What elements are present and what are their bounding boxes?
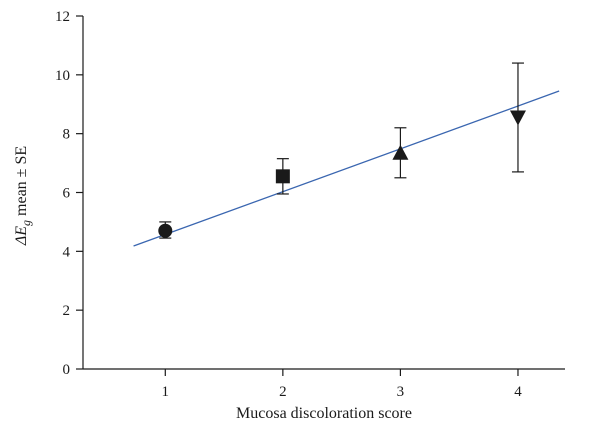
data-point-triangle-down [509, 110, 526, 126]
x-axis-title: Mucosa discoloration score [236, 405, 412, 422]
y-tick-label: 12 [55, 9, 70, 25]
y-tick-label: 6 [63, 186, 71, 202]
data-point-triangle-up [392, 144, 409, 160]
x-tick-label: 3 [397, 384, 405, 400]
data-point-square [275, 169, 290, 184]
data-point-group [392, 127, 409, 179]
y-axis-title-suffix: mean ± SE [13, 146, 30, 220]
x-tick-label: 1 [162, 384, 170, 400]
x-ticks: 1 2 3 4 [162, 369, 522, 400]
y-tick-label: 4 [63, 244, 71, 260]
data-point-circle [158, 223, 173, 238]
y-tick-label: 8 [63, 127, 71, 143]
data-point-group [275, 158, 290, 195]
x-tick-label: 2 [279, 384, 287, 400]
data-point-group [509, 62, 526, 173]
y-axis-title: ΔEg mean ± SE [13, 146, 33, 246]
y-tick-label: 10 [55, 68, 70, 84]
y-tick-label: 0 [63, 362, 71, 378]
y-tick-label: 2 [63, 303, 71, 319]
data-point-group [158, 221, 173, 239]
x-tick-label: 4 [514, 384, 522, 400]
y-axis-title-subscript: g [19, 220, 33, 226]
y-ticks: 0 2 4 6 8 10 12 [55, 9, 83, 378]
regression-line [133, 90, 560, 247]
axes [82, 16, 565, 370]
data-points [158, 62, 526, 239]
y-axis-title-prefix: ΔE [13, 226, 30, 246]
